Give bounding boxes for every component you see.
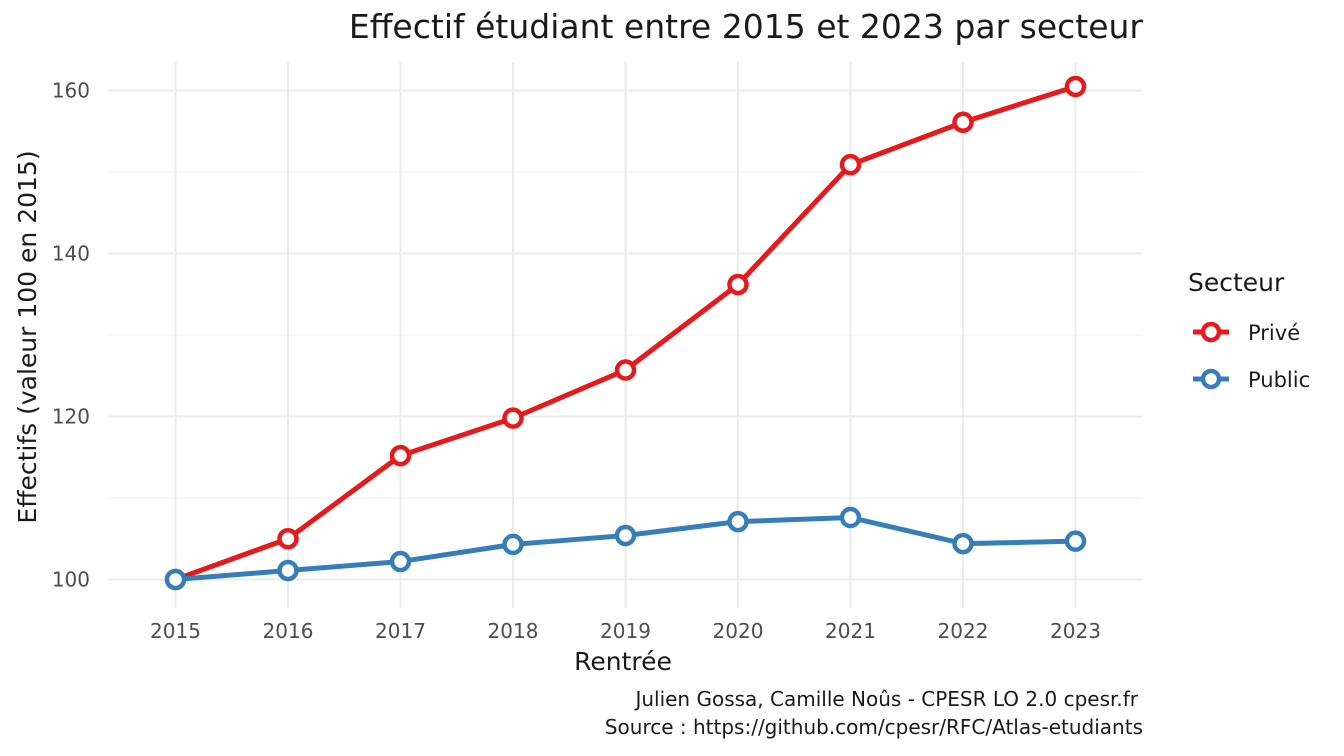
caption-source: Source : https://github.com/cpesr/RFC/At… bbox=[605, 715, 1143, 739]
legend: Secteur Privé Public bbox=[1188, 268, 1310, 392]
y-tick-label: 140 bbox=[52, 242, 90, 266]
x-tick-label: 2015 bbox=[150, 619, 201, 643]
x-tick-label: 2018 bbox=[488, 619, 539, 643]
data-point bbox=[839, 506, 862, 529]
legend-key-marker bbox=[1200, 321, 1222, 343]
data-point bbox=[502, 407, 524, 429]
data-point bbox=[727, 273, 749, 296]
y-tick-label: 160 bbox=[52, 79, 90, 103]
x-tick-label: 2019 bbox=[600, 619, 651, 643]
x-axis-ticks: 2015 2016 2017 2018 2019 2020 2021 2022 2023 bbox=[150, 619, 1101, 643]
x-tick-label: 2016 bbox=[263, 619, 314, 643]
y-tick-label: 120 bbox=[52, 404, 90, 428]
data-point bbox=[1064, 530, 1087, 552]
legend-item-public: Public bbox=[1193, 368, 1310, 392]
data-point bbox=[727, 510, 749, 533]
y-axis-title: Effectifs (valeur 100 en 2015) bbox=[13, 150, 42, 523]
x-tick-label: 2023 bbox=[1050, 619, 1101, 643]
x-tick-label: 2020 bbox=[713, 619, 764, 643]
data-point bbox=[164, 568, 187, 591]
x-tick-label: 2021 bbox=[825, 619, 876, 643]
legend-title: Secteur bbox=[1188, 268, 1285, 297]
data-point bbox=[277, 527, 299, 550]
series-layer bbox=[164, 75, 1087, 591]
data-point bbox=[952, 532, 974, 555]
y-tick-label: 100 bbox=[52, 567, 90, 591]
y-axis-ticks: 100 120 140 160 bbox=[52, 79, 90, 592]
legend-label: Public bbox=[1248, 368, 1310, 392]
data-point bbox=[389, 444, 412, 467]
data-point bbox=[389, 550, 412, 573]
data-point bbox=[839, 153, 862, 176]
x-tick-label: 2022 bbox=[938, 619, 989, 643]
data-point bbox=[1064, 75, 1087, 98]
legend-key-marker bbox=[1200, 368, 1222, 390]
data-point bbox=[614, 359, 637, 381]
legend-item-prive: Privé bbox=[1193, 321, 1300, 345]
legend-label: Privé bbox=[1248, 321, 1300, 345]
chart-title: Effectif étudiant entre 2015 et 2023 par… bbox=[349, 7, 1144, 46]
data-point bbox=[277, 559, 299, 582]
caption-credit: Julien Gossa, Camille Noûs - CPESR LO 2.… bbox=[633, 687, 1138, 711]
x-tick-label: 2017 bbox=[375, 619, 426, 643]
data-point bbox=[614, 524, 637, 547]
data-point bbox=[952, 111, 974, 134]
data-point bbox=[502, 533, 524, 556]
x-axis-title: Rentrée bbox=[574, 647, 672, 676]
